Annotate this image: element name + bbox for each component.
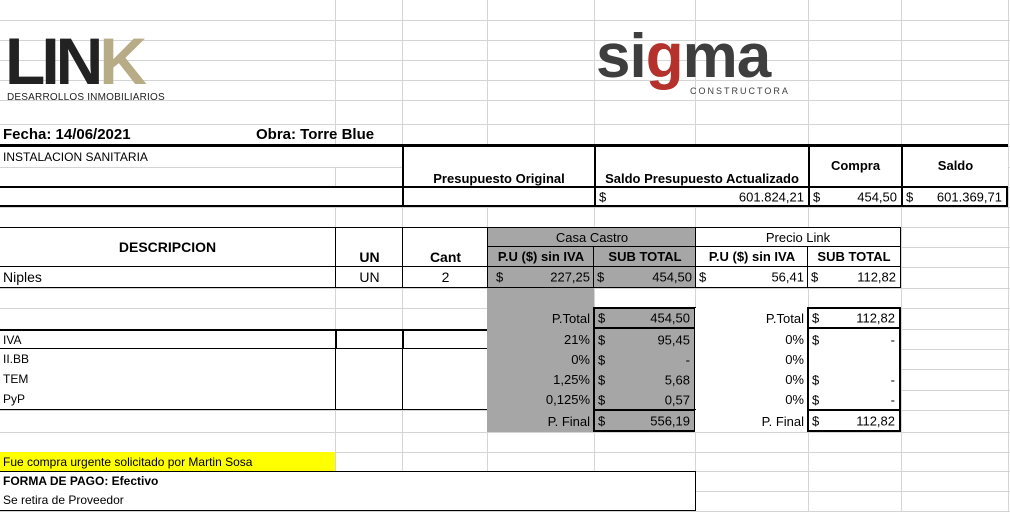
tax-cant-cell[interactable] (402, 389, 488, 410)
tax-cc-pct[interactable]: 21% (487, 329, 594, 350)
cant-header[interactable]: Cant (402, 227, 488, 267)
sigma-logo-subtitle: CONSTRUCTORA (690, 86, 790, 96)
grid-row-line (0, 40, 1010, 41)
precio-link-header[interactable]: Precio Link (695, 227, 901, 247)
obra-label: Obra: Torre Blue (256, 126, 375, 143)
tax-un-cell[interactable] (335, 369, 403, 390)
tax-label[interactable]: PyP (0, 389, 335, 410)
tax-un-cell[interactable] (335, 329, 403, 350)
cc-pfinal-label: P. Final (487, 410, 594, 432)
retiro-note[interactable]: Se retira de Proveedor (0, 490, 696, 511)
forma-pago[interactable]: FORMA DE PAGO: Efectivo (0, 471, 696, 491)
saldo-header[interactable]: Saldo (901, 147, 1008, 187)
casa-castro-header[interactable]: Casa Castro (487, 227, 696, 247)
grid-col-line (901, 0, 902, 512)
tax-label[interactable]: IVA (0, 329, 335, 350)
item-pl-sub[interactable]: $112,82 (807, 267, 901, 288)
tax-un-cell[interactable] (335, 349, 403, 370)
tax-pl-value[interactable]: $ - (807, 389, 901, 410)
tax-cc-value[interactable]: $0,57 (593, 389, 696, 410)
cc-ptotal-value[interactable]: $454,50 (593, 307, 696, 329)
summary-top-border (0, 145, 1008, 147)
grid-row-line (0, 60, 1010, 61)
item-cc-pu[interactable]: $227,25 (487, 267, 594, 288)
tax-cant-cell[interactable] (402, 349, 488, 370)
cc-pu-header[interactable]: P.U ($) sin IVA (487, 246, 594, 267)
section-title[interactable]: INSTALACION SANITARIA (0, 147, 402, 167)
pl-subtotal-header[interactable]: SUB TOTAL (807, 246, 901, 267)
tax-cant-cell[interactable] (402, 369, 488, 390)
saldo-value[interactable]: $601.369,71 (901, 186, 1008, 207)
tax-cc-value[interactable]: $5,68 (593, 369, 696, 390)
tax-pl-pct[interactable]: 0% (695, 369, 808, 390)
urgent-note[interactable]: Fue compra urgente solicitado por Martin… (0, 452, 335, 472)
tax-pl-pct[interactable]: 0% (695, 389, 808, 410)
compra-value[interactable]: $454,50 (808, 186, 901, 207)
un-header[interactable]: UN (335, 227, 403, 267)
descripcion-header[interactable]: DESCRIPCION (0, 227, 335, 267)
link-logo-mark: LINK (5, 24, 147, 98)
tax-pl-value[interactable]: $ - (807, 369, 901, 390)
item-un[interactable]: UN (335, 267, 403, 288)
grid-row-line (0, 207, 1010, 208)
grid-row-line (0, 124, 1010, 125)
presupuesto-original-header[interactable]: Presupuesto Original (402, 147, 594, 187)
pl-pfinal-value[interactable]: $112,82 (807, 409, 901, 432)
tax-pl-pct[interactable]: 0% (695, 349, 808, 370)
tax-pl-value[interactable]: $ - (807, 329, 901, 350)
header-row: Fecha: 14/06/2021 (0, 124, 1008, 146)
grid-col-line (1008, 0, 1009, 512)
grid-row-line (0, 100, 1010, 101)
tax-cc-value[interactable]: $ - (593, 349, 696, 370)
cc-pfinal-value[interactable]: $556,19 (593, 409, 696, 432)
saldo-actualizado-value[interactable]: $601.824,21 (594, 186, 808, 207)
presupuesto-original-value[interactable] (402, 186, 594, 207)
cc-filler (487, 288, 594, 308)
summary-empty-cell[interactable] (0, 186, 402, 207)
sigma-logo-mark: sigma (596, 22, 771, 91)
item-cc-sub[interactable]: $454,50 (593, 267, 696, 288)
grid-row-line (0, 80, 1010, 81)
item-desc[interactable]: Niples (0, 267, 335, 288)
grid-row-line (0, 432, 1010, 433)
grid-row-line (0, 20, 1010, 21)
tax-label[interactable]: II.BB (0, 349, 335, 370)
tax-label[interactable]: TEM (0, 369, 335, 390)
pl-ptotal-value[interactable]: $112,82 (807, 307, 901, 329)
compra-header[interactable]: Compra (808, 147, 901, 187)
summary-bottom-border (0, 205, 1008, 207)
tax-cc-pct[interactable]: 1,25% (487, 369, 594, 390)
pl-ptotal-label: P.Total (695, 308, 808, 329)
tax-cc-value[interactable]: $95,45 (593, 329, 696, 350)
cc-subtotal-header[interactable]: SUB TOTAL (593, 246, 696, 267)
link-logo-subtitle: DESARROLLOS INMOBILIARIOS (7, 92, 165, 103)
fecha-label: Fecha: 14/06/2021 (3, 125, 131, 143)
tax-cant-cell[interactable] (402, 329, 488, 350)
item-cant[interactable]: 2 (402, 267, 488, 288)
grid-row-line (0, 452, 1010, 453)
tax-pl-value[interactable] (807, 349, 901, 370)
tax-pl-pct[interactable]: 0% (695, 329, 808, 350)
tax-cc-pct[interactable]: 0,125% (487, 389, 594, 410)
saldo-actualizado-header[interactable]: Saldo Presupuesto Actualizado (594, 147, 808, 187)
item-pl-pu[interactable]: $56,41 (695, 267, 808, 288)
cc-ptotal-label: P.Total (487, 308, 594, 329)
pl-pu-header[interactable]: P.U ($) sin IVA (695, 246, 808, 267)
tax-un-cell[interactable] (335, 389, 403, 410)
tax-cc-pct[interactable]: 0% (487, 349, 594, 370)
pl-pfinal-label: P. Final (695, 410, 808, 432)
